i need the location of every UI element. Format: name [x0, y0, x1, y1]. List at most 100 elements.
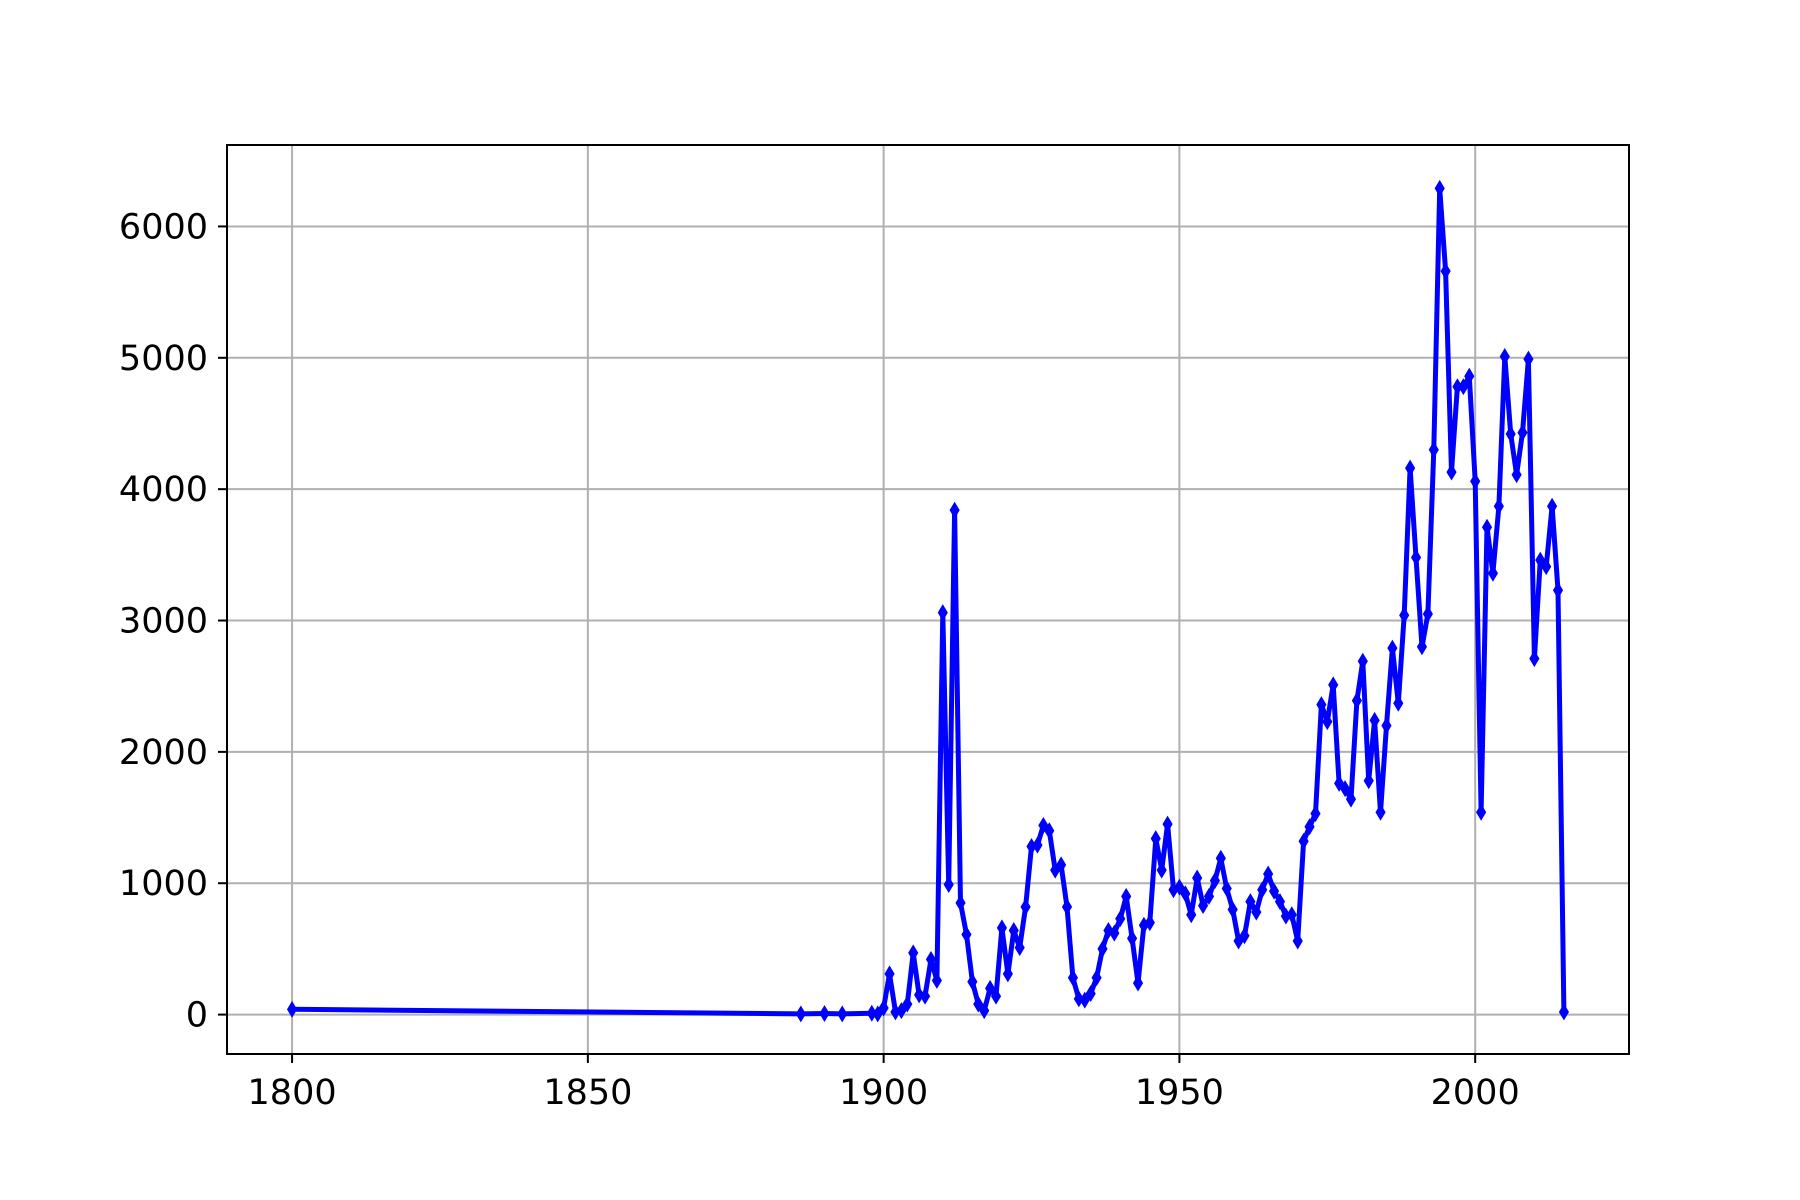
data-point — [1375, 803, 1386, 821]
data-point — [961, 925, 972, 943]
x-tick-label: 2000 — [1431, 1073, 1520, 1113]
data-point — [1304, 818, 1315, 836]
data-point — [1245, 893, 1256, 911]
data-point — [1097, 940, 1108, 958]
data-point — [1381, 717, 1392, 735]
data-point — [979, 1002, 990, 1020]
data-point — [1440, 262, 1451, 280]
data-point — [1310, 805, 1321, 823]
data-point — [1044, 822, 1055, 840]
data-point — [1499, 348, 1510, 365]
data-point — [1061, 898, 1073, 916]
data-point — [914, 986, 925, 1004]
data-point — [1422, 605, 1433, 623]
data-point — [1357, 652, 1368, 670]
data-point — [1221, 880, 1232, 897]
data-point — [1014, 939, 1025, 957]
data-point — [1239, 927, 1250, 945]
data-point — [1535, 551, 1546, 569]
data-point — [795, 1005, 806, 1023]
data-point — [1487, 564, 1499, 582]
series-layer — [289, 185, 1567, 1017]
data-point — [1263, 865, 1274, 883]
data-point — [1156, 861, 1167, 879]
data-point — [1405, 459, 1416, 477]
data-point — [1446, 463, 1457, 481]
data-point — [955, 894, 966, 912]
data-point — [1481, 518, 1493, 536]
data-point — [1434, 179, 1445, 197]
data-point — [1416, 638, 1428, 656]
data-point — [1464, 367, 1475, 385]
data-point — [1458, 378, 1469, 396]
series-line — [289, 185, 1567, 1017]
data-point — [1493, 497, 1504, 515]
data-point — [925, 950, 937, 968]
data-point — [1552, 581, 1564, 599]
marker-layer — [286, 179, 1570, 1023]
data-point — [1174, 878, 1185, 896]
data-point — [937, 604, 948, 622]
data-point — [896, 1002, 907, 1020]
data-point — [1351, 692, 1362, 710]
data-point — [902, 995, 913, 1013]
data-point — [819, 1005, 830, 1023]
data-point — [1558, 1003, 1570, 1021]
data-point — [837, 1005, 848, 1023]
y-tick-label: 3000 — [119, 602, 208, 642]
data-point — [884, 965, 895, 983]
data-point — [967, 973, 978, 991]
data-point — [1067, 969, 1079, 987]
data-point — [1186, 906, 1197, 924]
data-point — [1162, 815, 1173, 833]
data-point — [1109, 924, 1120, 942]
data-point — [1115, 910, 1126, 928]
data-point — [1322, 713, 1333, 731]
data-point — [949, 501, 960, 519]
data-point — [1505, 425, 1516, 443]
data-point — [996, 919, 1008, 937]
data-point — [1203, 887, 1215, 905]
data-point — [1428, 441, 1439, 459]
data-point — [973, 995, 984, 1013]
data-point — [878, 999, 889, 1017]
data-point — [1020, 898, 1031, 916]
data-point — [1363, 772, 1374, 790]
data-point — [286, 1000, 298, 1018]
data-point — [1032, 836, 1043, 854]
data-point — [1257, 881, 1268, 899]
data-point — [985, 979, 996, 997]
data-point — [1121, 887, 1132, 905]
data-point — [1192, 869, 1203, 887]
data-point — [1339, 780, 1351, 798]
data-point — [943, 876, 954, 894]
data-point — [1292, 932, 1303, 950]
data-point — [1144, 914, 1155, 932]
data-point — [1511, 466, 1522, 484]
x-tick-label: 1950 — [1135, 1073, 1224, 1113]
data-point — [1268, 882, 1280, 900]
data-point — [1150, 830, 1161, 848]
data-point — [1127, 929, 1138, 947]
data-point — [919, 987, 931, 1005]
plot-frame — [226, 144, 1630, 1055]
data-point — [1369, 711, 1380, 729]
data-point — [990, 987, 1002, 1005]
data-point — [931, 971, 942, 989]
y-tick-label: 6000 — [119, 207, 208, 247]
data-point — [1073, 990, 1084, 1008]
data-point — [1286, 906, 1297, 924]
x-tick-label: 1850 — [543, 1073, 632, 1113]
data-point — [1470, 472, 1481, 490]
axis-ticks: 1800 1850 1900 1950 2000 0 1000 2000 3000 4000 500… — [119, 207, 1520, 1113]
data-point — [1132, 974, 1144, 992]
x-tick-label: 1900 — [839, 1073, 928, 1113]
data-point — [1328, 676, 1339, 694]
data-point — [1180, 885, 1191, 903]
data-point — [1251, 903, 1262, 921]
data-point — [1410, 548, 1422, 566]
data-point — [1274, 893, 1286, 911]
data-point — [1541, 558, 1552, 576]
data-point — [1085, 985, 1096, 1003]
